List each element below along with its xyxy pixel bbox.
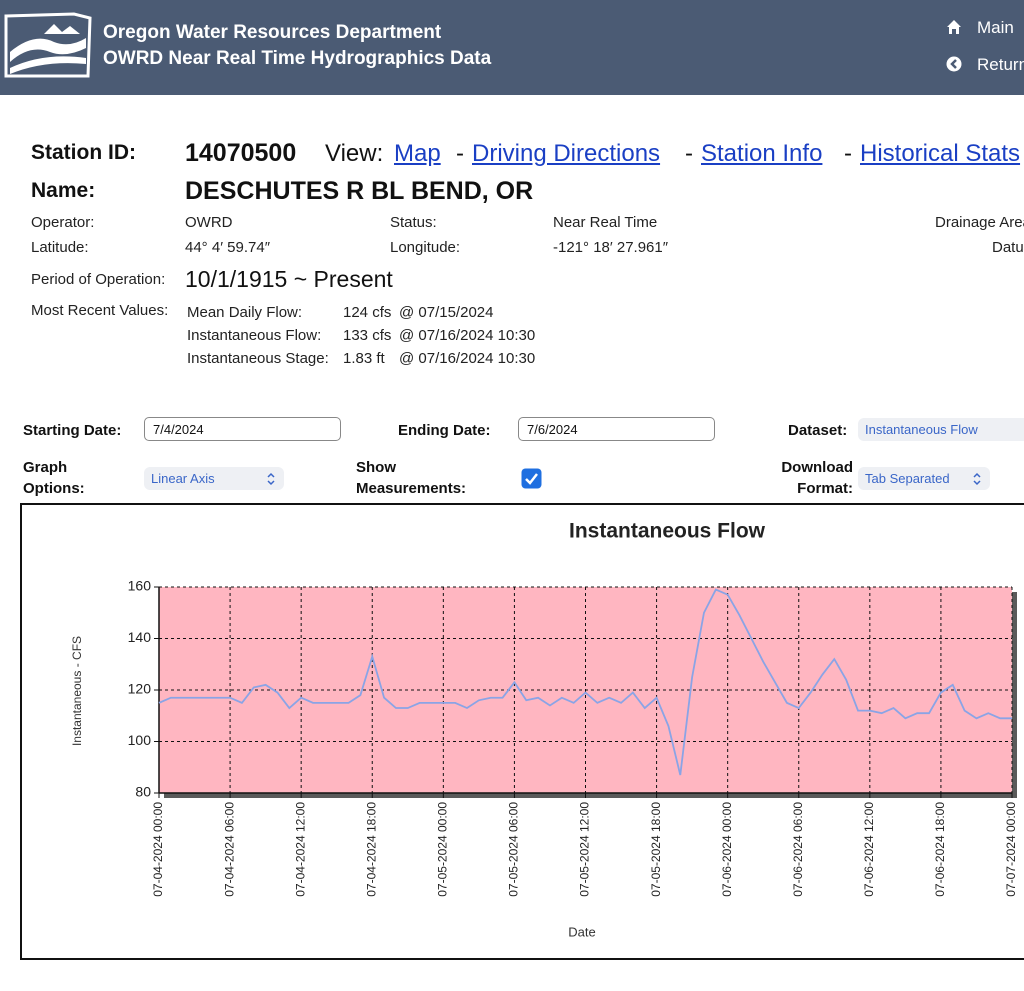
- label: Mean Daily Flow:: [187, 304, 303, 321]
- label: Name:: [31, 179, 96, 202]
- label: Period of Operation:: [31, 271, 166, 288]
- data-line: [158, 588, 1012, 776]
- y-tick-label: 120: [128, 681, 152, 697]
- label: Longitude:: [390, 239, 461, 256]
- separator: -: [456, 140, 464, 167]
- value: Near Real Time: [553, 214, 658, 231]
- x-tick-label: 07-04-2024 06:00: [222, 802, 236, 897]
- value: 44° 4′ 59.74″: [185, 239, 271, 256]
- y-axis-label: Instantaneous - CFS: [70, 636, 84, 746]
- home-icon: [947, 20, 961, 34]
- label: Instantaneous Stage:: [187, 350, 329, 367]
- header: Oregon Water Resources Department OWRD N…: [0, 0, 1024, 95]
- label: Status:: [390, 214, 437, 231]
- station-name: DESCHUTES R BL BEND, OR: [185, 177, 534, 205]
- y-tick-label: 160: [128, 578, 152, 594]
- value: @ 07/16/2024 10:30: [399, 350, 536, 367]
- label: Graph Options:: [23, 459, 85, 497]
- nav-link[interactable]: Return: [977, 55, 1024, 74]
- return-icon: [946, 56, 962, 72]
- value: 124 cfs: [343, 304, 392, 321]
- select-arrow: [267, 472, 275, 486]
- link[interactable]: Station Info: [701, 140, 823, 167]
- separator: -: [844, 140, 852, 167]
- label: Station ID:: [31, 141, 136, 164]
- date-input[interactable]: 7/4/2024: [144, 417, 341, 441]
- label: Ending Date:: [398, 422, 491, 439]
- label: Show Measurements:: [356, 459, 467, 497]
- agency-name: Oregon Water Resources Department: [103, 22, 442, 43]
- value: 1.83 ft: [343, 350, 385, 367]
- x-tick-label: 07-06-2024 00:00: [720, 802, 734, 897]
- value: -121° 18′ 27.961″: [553, 239, 669, 256]
- value: OWRD: [185, 214, 233, 231]
- select[interactable]: Instantaneous Flow: [858, 418, 1024, 441]
- label: Dataset:: [788, 422, 848, 439]
- y-tick-label: 100: [128, 732, 152, 748]
- value: @ 07/15/2024: [399, 304, 494, 321]
- label: Instantaneous Flow:: [187, 327, 322, 344]
- label: Starting Date:: [23, 422, 122, 439]
- x-tick-label: 07-06-2024 12:00: [862, 802, 876, 897]
- label: Datum: [992, 239, 1024, 256]
- x-tick-label: 07-07-2024 00:00: [1004, 802, 1018, 897]
- x-tick-label: 07-06-2024 18:00: [933, 802, 947, 897]
- link[interactable]: Map: [394, 140, 441, 167]
- value: @ 07/16/2024 10:30: [399, 327, 536, 344]
- y-tick-label: 140: [128, 629, 152, 645]
- x-tick-label: 07-05-2024 00:00: [436, 802, 450, 897]
- chart-frame: Instantaneous Flow Date Instantaneous - …: [20, 503, 1024, 960]
- nav-link[interactable]: Main: [977, 18, 1014, 37]
- x-tick-label: 07-04-2024 00:00: [151, 802, 165, 897]
- value: 10/1/1915 ~ Present: [185, 266, 393, 292]
- select-arrow: [973, 472, 981, 486]
- x-axis-label: Date: [568, 924, 595, 939]
- site-subtitle: OWRD Near Real Time Hydrographics Data: [103, 48, 492, 69]
- label: Drainage Area: [935, 214, 1024, 231]
- chart-title: Instantaneous Flow: [569, 520, 766, 543]
- select[interactable]: Linear Axis: [144, 467, 284, 490]
- y-tick-label: 80: [135, 784, 151, 800]
- x-tick-label: 07-04-2024 18:00: [364, 802, 378, 897]
- label: Latitude:: [31, 239, 89, 256]
- x-tick-label: 07-04-2024 12:00: [293, 802, 307, 897]
- x-tick-label: 07-05-2024 12:00: [578, 802, 592, 897]
- link[interactable]: Historical Stats: [860, 140, 1021, 167]
- link[interactable]: Driving Directions: [472, 140, 661, 167]
- label: Most Recent Values:: [31, 302, 169, 319]
- x-tick-label: 07-06-2024 06:00: [791, 802, 805, 897]
- checkbox[interactable]: [521, 468, 542, 489]
- label: Download Format:: [781, 459, 853, 497]
- separator: -: [685, 140, 693, 167]
- value: 133 cfs: [343, 327, 392, 344]
- x-tick-label: 07-05-2024 06:00: [507, 802, 521, 897]
- logo: [4, 12, 92, 78]
- label: View:: [325, 140, 384, 167]
- chart: Instantaneous Flow Date Instantaneous - …: [70, 520, 1018, 940]
- x-tick-label: 07-05-2024 18:00: [649, 802, 663, 897]
- date-input[interactable]: 7/6/2024: [518, 417, 715, 441]
- select[interactable]: Tab Separated: [858, 467, 990, 490]
- label: Operator:: [31, 214, 95, 231]
- station-id: 14070500: [185, 139, 297, 167]
